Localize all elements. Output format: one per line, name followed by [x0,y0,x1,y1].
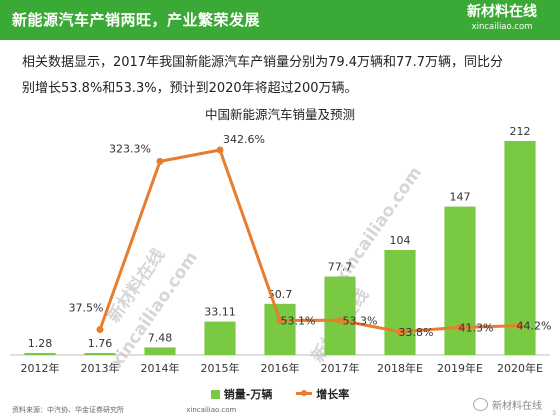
growth-line [98,148,521,334]
growth-point-3 [156,157,164,165]
legend-swatch-growth [296,390,313,396]
x-tick-5: 2016年 [261,361,300,375]
bar-label-1: 1.28 [28,337,53,350]
growth-point-2 [96,326,104,334]
legend-item-sales: 销量-万辆 [210,386,273,402]
x-tick-2: 2013年 [81,361,120,375]
growth-label-2: 37.5% [69,302,104,315]
x-tick-6: 2017年 [321,361,360,375]
chart-title: 中国新能源汽车销量及预测 [204,107,355,122]
x-tick-1: 2012年 [21,361,60,375]
bar-4 [204,321,236,355]
bar-5 [264,303,296,355]
growth-point-6 [336,316,344,324]
bar-1 [24,353,56,355]
growth-label-9: 44.2% [517,320,552,333]
growth-point-9 [516,322,524,330]
footer-url: xincailiao.com [186,406,237,414]
chart-legend: 销量-万辆 增长率 [0,386,560,402]
bar-3 [144,347,176,355]
intro-line-2: 别增长53.8%和53.3%，预计到2020年将超过200万辆。 [22,81,358,96]
bar-label-7: 104 [390,234,411,247]
bar-label-3: 7.48 [148,331,173,344]
x-tick-7: 2018年E [377,361,423,375]
growth-point-5 [276,316,284,324]
bar-label-4: 33.11 [204,306,236,319]
page-title: 新能源汽车产销两旺，产业繁荣发展 [12,11,261,29]
growth-label-5: 53.1% [281,314,316,327]
growth-label-3: 323.3% [109,142,151,155]
legend-label-sales: 销量-万辆 [223,388,273,401]
logo-name: 新材料在线 [467,4,537,20]
growth-point-7 [396,328,404,336]
page-number: 3 [552,410,556,417]
growth-label-8: 41.3% [459,321,494,334]
footer-brand: 新材料在线 [473,397,542,412]
intro-line-1: 相关数据显示，2017年我国新能源汽车产销量分别为79.4万辆和77.7万辆，同… [22,55,503,70]
growth-label-4: 342.6% [223,133,265,146]
source-text: 资料来源：中汽协、华金证券研究所 [12,406,124,414]
x-tick-8: 2019年E [437,361,483,375]
bar-label-5: 50.7 [268,288,293,301]
bar-label-6: 77.7 [328,261,353,274]
logo-url: xincailiao.com [471,22,533,32]
x-tick-4: 2015年 [201,361,240,375]
footer-brand-name: 新材料在线 [492,401,542,412]
legend-swatch-sales [210,390,220,399]
x-tick-9: 2020年E [497,361,543,375]
brand-logo: 新材料在线 xincailiao.com [456,3,548,37]
header-bar: 新能源汽车产销两旺，产业繁荣发展 新材料在线 xincailiao.com [0,0,560,40]
bar-7 [384,250,416,355]
legend-label-growth: 增长率 [316,388,350,401]
intro-text: 相关数据显示，2017年我国新能源汽车产销量分别为79.4万辆和77.7万辆，同… [22,50,546,102]
source-note: 资料来源：中汽协、华金证券研究所 xincailiao.com [12,405,236,415]
bar-label-9: 212 [510,125,531,138]
growth-point-4 [216,146,224,154]
bar-label-8: 147 [450,191,471,204]
bar-9 [504,140,536,355]
x-tick-3: 2014年 [141,361,180,375]
growth-label-6: 53.3% [343,314,378,327]
bar-6 [324,276,356,355]
growth-point-8 [456,323,464,331]
bar-label-2: 1.76 [88,337,113,350]
bar-2 [84,353,116,355]
growth-label-7: 33.8% [399,326,434,339]
legend-item-growth: 增长率 [296,386,349,402]
wechat-icon [473,398,488,411]
